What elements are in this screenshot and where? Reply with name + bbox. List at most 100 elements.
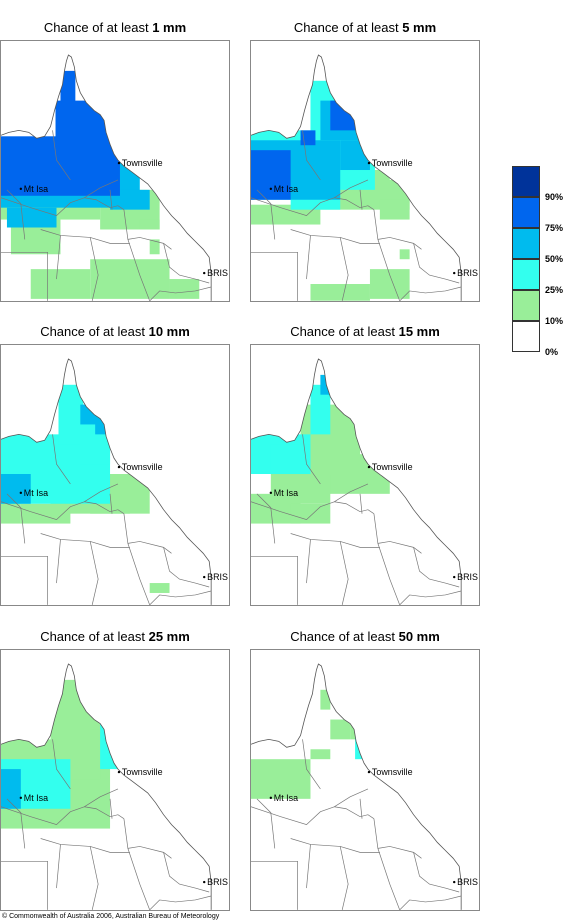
coastline	[1, 663, 212, 910]
district-border	[1, 179, 119, 216]
rainfall-probability-cell	[1, 474, 31, 504]
district-border	[306, 844, 311, 889]
legend-label-50: 50%	[545, 254, 564, 264]
district-border	[359, 798, 363, 819]
rainfall-probability-cell	[379, 199, 410, 220]
rainfall-probability-cell	[95, 414, 106, 435]
rainfall-probability-cell	[320, 374, 331, 395]
mt-isa-label: Mt Isa	[24, 793, 48, 803]
bris-marker	[453, 271, 456, 275]
district-border	[290, 533, 380, 548]
state-border	[251, 555, 298, 605]
coastline	[251, 358, 462, 605]
queensland-map: Townsville Mt Isa BRIS	[1, 663, 228, 910]
district-border	[52, 130, 71, 181]
district-border	[123, 513, 151, 605]
queensland-map: Townsville Mt Isa BRIS	[251, 358, 478, 605]
district-border	[1, 483, 119, 520]
copyright-notice: © Commonwealth of Australia 2006, Austra…	[2, 913, 220, 920]
district-border	[290, 838, 380, 853]
legend-label-25: 25%	[545, 285, 564, 295]
legend-label-90: 90%	[545, 192, 564, 202]
townsville-label: Townsville	[122, 462, 163, 472]
mt-isa-label: Mt Isa	[274, 184, 298, 194]
legend-swatch-10-25	[512, 290, 540, 321]
district-border	[1, 788, 119, 825]
district-border	[251, 483, 369, 520]
rainfall-probability-cell	[100, 719, 120, 770]
state-border	[1, 251, 48, 301]
district-border	[6, 798, 26, 849]
bris-marker	[453, 575, 456, 579]
district-border	[109, 798, 113, 819]
district-border	[163, 243, 210, 284]
panel-title-15mm: Chance of at least 15 mm	[290, 324, 440, 339]
district-border	[302, 130, 321, 181]
rainfall-probability-cell	[251, 759, 311, 799]
district-border	[256, 798, 276, 849]
queensland-map: Townsville Mt Isa BRIS	[1, 54, 228, 301]
district-border	[84, 501, 125, 514]
rainfall-probability-cell	[310, 749, 331, 760]
district-border	[302, 434, 321, 485]
mt-isa-marker	[269, 796, 273, 800]
legend-label-10: 10%	[545, 316, 564, 326]
rainfall-probability-cell	[6, 207, 57, 228]
district-border	[359, 189, 363, 210]
map-panel-25mm: Townsville Mt Isa BRIS	[0, 649, 230, 911]
district-border	[377, 846, 422, 859]
townsville-marker	[367, 770, 371, 774]
mt-isa-label: Mt Isa	[274, 488, 298, 498]
rainfall-shading	[1, 384, 170, 593]
district-border	[251, 788, 369, 825]
coastline	[1, 358, 212, 605]
district-border	[290, 229, 380, 244]
district-border	[89, 846, 99, 910]
townsville-marker	[367, 465, 371, 469]
district-border	[89, 237, 99, 301]
queensland-map: Townsville Mt Isa BRIS	[1, 358, 228, 605]
bris-marker	[203, 271, 206, 275]
district-border	[334, 501, 375, 514]
rainfall-probability-cell	[169, 279, 200, 299]
state-border	[251, 860, 298, 910]
district-border	[339, 541, 349, 605]
panel-title-50mm: Chance of at least 50 mm	[290, 629, 440, 644]
district-border	[149, 895, 212, 910]
townsville-label: Townsville	[372, 462, 413, 472]
rainfall-probability-cell	[251, 150, 291, 200]
mt-isa-marker	[19, 491, 23, 495]
district-border	[334, 197, 375, 210]
district-border	[302, 739, 321, 790]
map-panel-50mm: Townsville Mt Isa BRIS	[250, 649, 480, 911]
panel-title-10mm: Chance of at least 10 mm	[40, 324, 190, 339]
map-panel-10mm: Townsville Mt Isa BRIS	[0, 344, 230, 606]
district-border	[127, 846, 172, 859]
rainfall-probability-cell	[330, 719, 351, 740]
coastline	[251, 663, 462, 910]
map-panel-5mm: Townsville Mt Isa BRIS	[250, 40, 480, 302]
townsville-marker	[117, 161, 121, 165]
bris-label: BRIS	[457, 572, 478, 582]
district-border	[251, 179, 369, 216]
map-panel-1mm: Townsville Mt Isa BRIS	[0, 40, 230, 302]
bris-label: BRIS	[457, 877, 478, 887]
district-border	[84, 197, 125, 210]
legend-swatch-75-90	[512, 197, 540, 228]
mt-isa-label: Mt Isa	[24, 488, 48, 498]
rainfall-probability-cell	[58, 384, 84, 445]
bris-label: BRIS	[207, 877, 228, 887]
district-border	[377, 541, 422, 554]
district-border	[399, 590, 462, 605]
rainfall-probability-cell	[399, 249, 410, 260]
legend-swatch-50-75	[512, 228, 540, 259]
district-border	[359, 493, 363, 514]
rainfall-probability-cell	[60, 70, 76, 111]
panel-title-25mm: Chance of at least 25 mm	[40, 629, 190, 644]
district-border	[56, 235, 61, 280]
district-border	[256, 493, 276, 544]
district-border	[306, 539, 311, 584]
legend-swatch-90-100	[512, 166, 540, 197]
legend-swatch-25-50	[512, 259, 540, 290]
rainfall-probability-cell	[270, 444, 311, 475]
